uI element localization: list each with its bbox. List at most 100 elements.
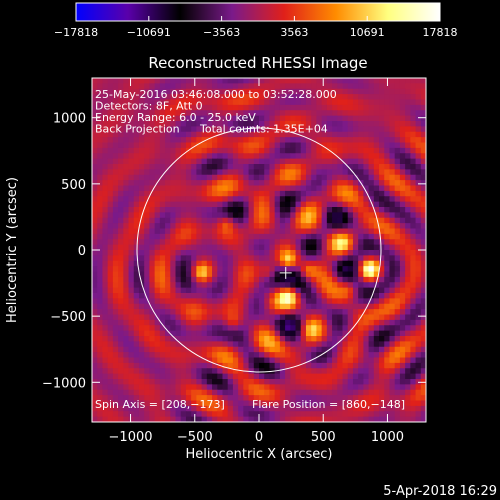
heatmap-cell xyxy=(217,78,224,84)
heatmap-cell xyxy=(175,400,182,407)
heatmap-cell xyxy=(394,282,401,289)
heatmap-cell xyxy=(165,223,171,230)
heatmap-cell xyxy=(227,180,234,187)
heatmap-cell xyxy=(112,223,119,230)
heatmap-cell xyxy=(206,293,213,299)
heatmap-cell xyxy=(379,83,385,90)
heatmap-cell xyxy=(133,153,140,160)
heatmap-cell xyxy=(102,121,109,127)
heatmap-cell xyxy=(279,207,286,213)
heatmap-cell xyxy=(102,94,109,101)
heatmap-cell xyxy=(420,158,426,165)
heatmap-cell xyxy=(97,395,104,402)
heatmap-cell xyxy=(180,131,187,138)
heatmap-cell xyxy=(144,99,151,106)
heatmap-cell xyxy=(342,287,349,294)
heatmap-cell xyxy=(399,239,406,246)
heatmap-cell xyxy=(107,255,114,262)
heatmap-cell xyxy=(217,298,224,305)
heatmap-cell xyxy=(394,293,401,299)
heatmap-cell xyxy=(180,201,187,208)
heatmap-cell xyxy=(352,88,359,95)
heatmap-cell xyxy=(222,276,229,283)
heatmap-cell xyxy=(123,104,130,111)
heatmap-cell xyxy=(326,121,333,127)
heatmap-cell xyxy=(227,212,234,219)
heatmap-cell xyxy=(352,212,359,219)
heatmap-cell xyxy=(352,303,359,310)
heatmap-cell xyxy=(227,405,234,412)
heatmap-cell xyxy=(311,298,318,305)
heatmap-cell xyxy=(149,395,156,402)
heatmap-cell xyxy=(238,298,244,305)
heatmap-cell xyxy=(248,147,255,154)
heatmap-cell xyxy=(180,174,187,181)
heatmap-cell xyxy=(332,336,338,342)
heatmap-cell xyxy=(326,158,333,165)
heatmap-cell xyxy=(264,228,271,235)
heatmap-cell xyxy=(337,319,344,326)
heatmap-cell xyxy=(285,276,291,283)
heatmap-cell xyxy=(102,357,109,364)
heatmap-cell xyxy=(149,309,156,316)
heatmap-cell xyxy=(222,416,229,422)
heatmap-cell xyxy=(128,325,135,332)
heatmap-cell xyxy=(154,325,161,332)
heatmap-cell xyxy=(112,368,119,375)
heatmap-cell xyxy=(384,147,391,154)
heatmap-cell xyxy=(217,303,224,310)
heatmap-cell xyxy=(305,174,312,181)
heatmap-cell xyxy=(279,411,286,418)
heatmap-cell xyxy=(316,266,323,273)
heatmap-cell xyxy=(118,384,124,391)
heatmap-cell xyxy=(420,255,426,262)
heatmap-cell xyxy=(128,298,135,305)
heatmap-cell xyxy=(405,303,411,310)
heatmap-cell xyxy=(159,99,166,106)
heatmap-cell xyxy=(259,78,265,84)
heatmap-cell xyxy=(175,293,182,299)
heatmap-cell xyxy=(264,336,271,342)
heatmap-cell xyxy=(311,121,318,127)
heatmap-cell xyxy=(410,255,417,262)
heatmap-cell xyxy=(300,341,307,348)
heatmap-cell xyxy=(170,88,177,95)
heatmap-cell xyxy=(295,104,302,111)
heatmap-cell xyxy=(342,405,349,412)
heatmap-cell xyxy=(405,153,411,160)
heatmap-cell xyxy=(379,276,385,283)
heatmap-cell xyxy=(227,346,234,353)
heatmap-cell xyxy=(133,293,140,299)
heatmap-cell xyxy=(264,142,271,149)
heatmap-cell xyxy=(92,341,98,348)
heatmap-cell xyxy=(138,352,145,359)
heatmap-cell xyxy=(295,126,302,133)
heatmap-cell xyxy=(165,233,171,240)
heatmap-cell xyxy=(196,158,203,165)
heatmap-cell xyxy=(379,228,385,235)
heatmap-cell xyxy=(264,384,271,391)
heatmap-cell xyxy=(295,309,302,316)
heatmap-cell xyxy=(170,244,177,251)
heatmap-cell xyxy=(347,153,354,160)
heatmap-cell xyxy=(159,169,166,176)
heatmap-cell xyxy=(227,362,234,369)
heatmap-cell xyxy=(165,266,171,273)
heatmap-cell xyxy=(410,201,417,208)
heatmap-cell xyxy=(295,341,302,348)
heatmap-cell xyxy=(285,169,291,176)
heatmap-cell xyxy=(175,416,182,422)
heatmap-cell xyxy=(326,88,333,95)
heatmap-cell xyxy=(217,260,224,267)
heatmap-cell xyxy=(227,416,234,422)
heatmap-cell xyxy=(394,271,401,278)
heatmap-cell xyxy=(170,330,177,337)
heatmap-cell xyxy=(415,368,422,375)
heatmap-cell xyxy=(201,78,208,84)
heatmap-cell xyxy=(253,276,260,283)
heatmap-cell xyxy=(311,104,318,111)
heatmap-cell xyxy=(305,352,312,359)
heatmap-cell xyxy=(165,373,171,380)
heatmap-cell xyxy=(133,94,140,101)
heatmap-cell xyxy=(300,373,307,380)
